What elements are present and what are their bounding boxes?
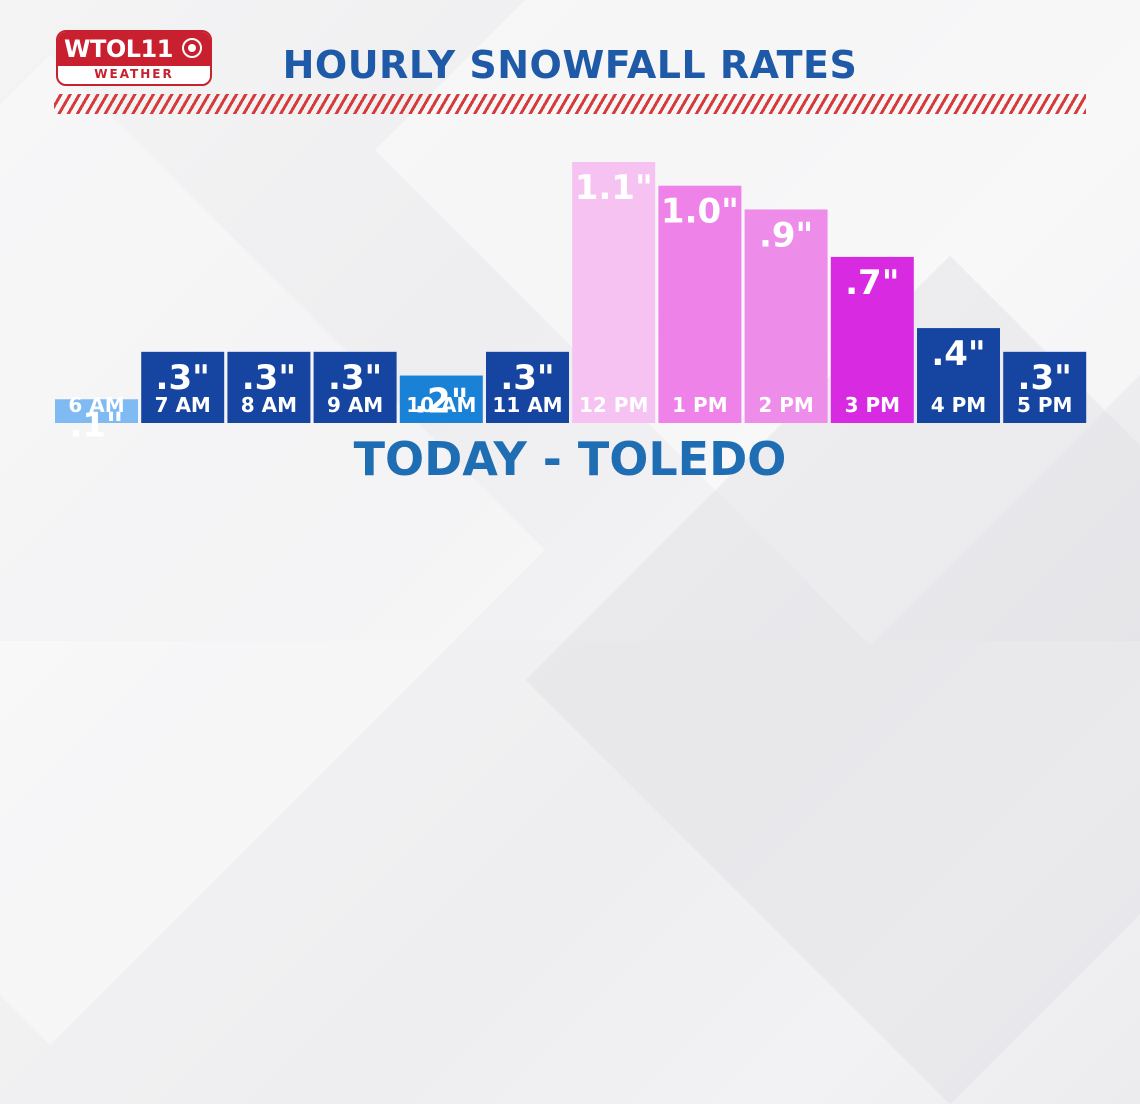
bar-3-pm [830,256,914,423]
bar-4-pm [917,328,1000,423]
bar-9-am [313,351,397,423]
bar-category-label: 5 PM [1017,393,1072,417]
logo-eye-icon [182,38,202,58]
bar-value-label: .3" [1018,358,1072,398]
logo-brand: WTOL11 [58,32,210,66]
bar-10-am [399,375,483,423]
bar-category-label: 4 PM [931,393,986,417]
bar-value-label: 1.1" [575,168,653,208]
chart-subtitle: TODAY - TOLEDO [353,432,787,486]
chart-title: HOURLY SNOWFALL RATES [282,43,858,87]
bar-2-pm [744,209,828,423]
bar-value-label: .2" [414,382,468,422]
bar-6-am [55,399,138,423]
bar-category-label: 9 AM [327,393,383,417]
bar-category-label: 8 AM [241,393,297,417]
bar-11-am [486,351,569,423]
bar-category-label: 12 PM [579,393,648,417]
bar-value-label: .3" [242,358,296,398]
bar-value-label: .4" [931,334,985,374]
station-logo: WTOL11 WEATHER [56,30,212,86]
bar-category-label: 10 AM [406,393,476,417]
bar-category-label: 11 AM [492,393,562,417]
bar-category-label: 3 PM [845,393,900,417]
bar-value-label: .3" [500,358,554,398]
bar-value-label: .1" [69,405,123,445]
bar-5-pm [1003,351,1087,423]
bar-category-label: 6 AM [68,393,124,417]
bar-12-pm [572,162,656,423]
bar-value-label: .3" [156,358,210,398]
bar-category-label: 7 AM [155,393,211,417]
bar-value-label: 1.0" [661,192,739,232]
bar-value-label: .7" [845,263,899,303]
bar-8-am [227,351,311,423]
bar-category-label: 2 PM [758,393,813,417]
logo-subtext: WEATHER [94,67,174,81]
title-divider-stripe [54,94,1086,114]
snowfall-bar-chart: .1"6 AM.3"7 AM.3"8 AM.3"9 AM .2"10 AM.3"1… [55,162,1087,445]
bar-7-am [141,351,225,423]
bar-value-label: .3" [328,358,382,398]
bar-value-label: .9" [759,215,813,255]
bar-category-label: 1 PM [672,393,727,417]
bar-1-pm [658,185,742,423]
